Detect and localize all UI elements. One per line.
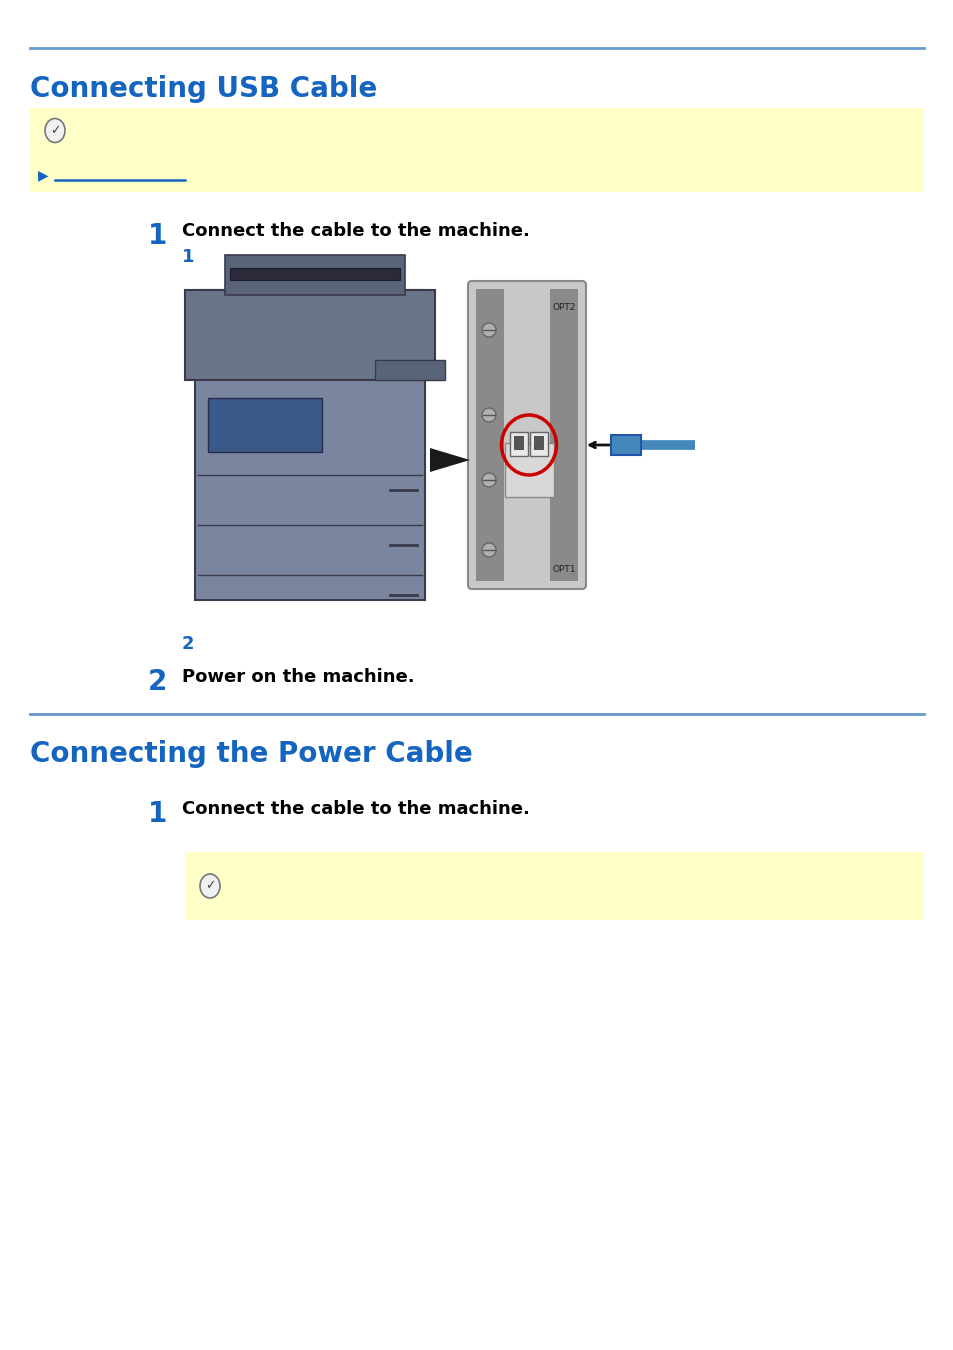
Text: Power on the machine.: Power on the machine. (182, 668, 415, 686)
FancyBboxPatch shape (610, 435, 640, 455)
Circle shape (481, 472, 496, 487)
Text: 1: 1 (148, 221, 167, 250)
Text: ✓: ✓ (205, 879, 215, 892)
FancyBboxPatch shape (185, 290, 435, 379)
Polygon shape (375, 360, 444, 379)
Text: ✓: ✓ (50, 124, 60, 136)
Text: 2: 2 (182, 634, 194, 653)
FancyBboxPatch shape (476, 289, 503, 580)
Ellipse shape (200, 873, 220, 898)
FancyBboxPatch shape (30, 108, 923, 192)
Text: OPT2: OPT2 (552, 302, 576, 312)
FancyBboxPatch shape (230, 269, 399, 279)
FancyBboxPatch shape (514, 436, 523, 450)
Polygon shape (225, 255, 405, 296)
FancyBboxPatch shape (185, 852, 923, 919)
Text: Connecting the Power Cable: Connecting the Power Cable (30, 740, 473, 768)
Circle shape (481, 408, 496, 423)
FancyBboxPatch shape (468, 281, 585, 589)
Text: Connecting USB Cable: Connecting USB Cable (30, 76, 376, 103)
FancyBboxPatch shape (510, 432, 527, 456)
Ellipse shape (45, 119, 65, 143)
Text: Connect the cable to the machine.: Connect the cable to the machine. (182, 221, 529, 240)
FancyBboxPatch shape (208, 398, 322, 452)
Circle shape (481, 543, 496, 558)
Text: 1: 1 (148, 801, 167, 828)
FancyBboxPatch shape (534, 436, 543, 450)
Polygon shape (430, 448, 470, 472)
FancyBboxPatch shape (530, 432, 547, 456)
Text: 1: 1 (182, 248, 194, 266)
FancyBboxPatch shape (504, 443, 554, 497)
Text: Connect the cable to the machine.: Connect the cable to the machine. (182, 801, 529, 818)
Text: 2: 2 (148, 668, 167, 697)
Text: ▶: ▶ (38, 167, 49, 182)
FancyBboxPatch shape (194, 290, 424, 599)
FancyBboxPatch shape (550, 289, 578, 580)
Circle shape (481, 323, 496, 338)
Text: OPT1: OPT1 (552, 566, 576, 574)
